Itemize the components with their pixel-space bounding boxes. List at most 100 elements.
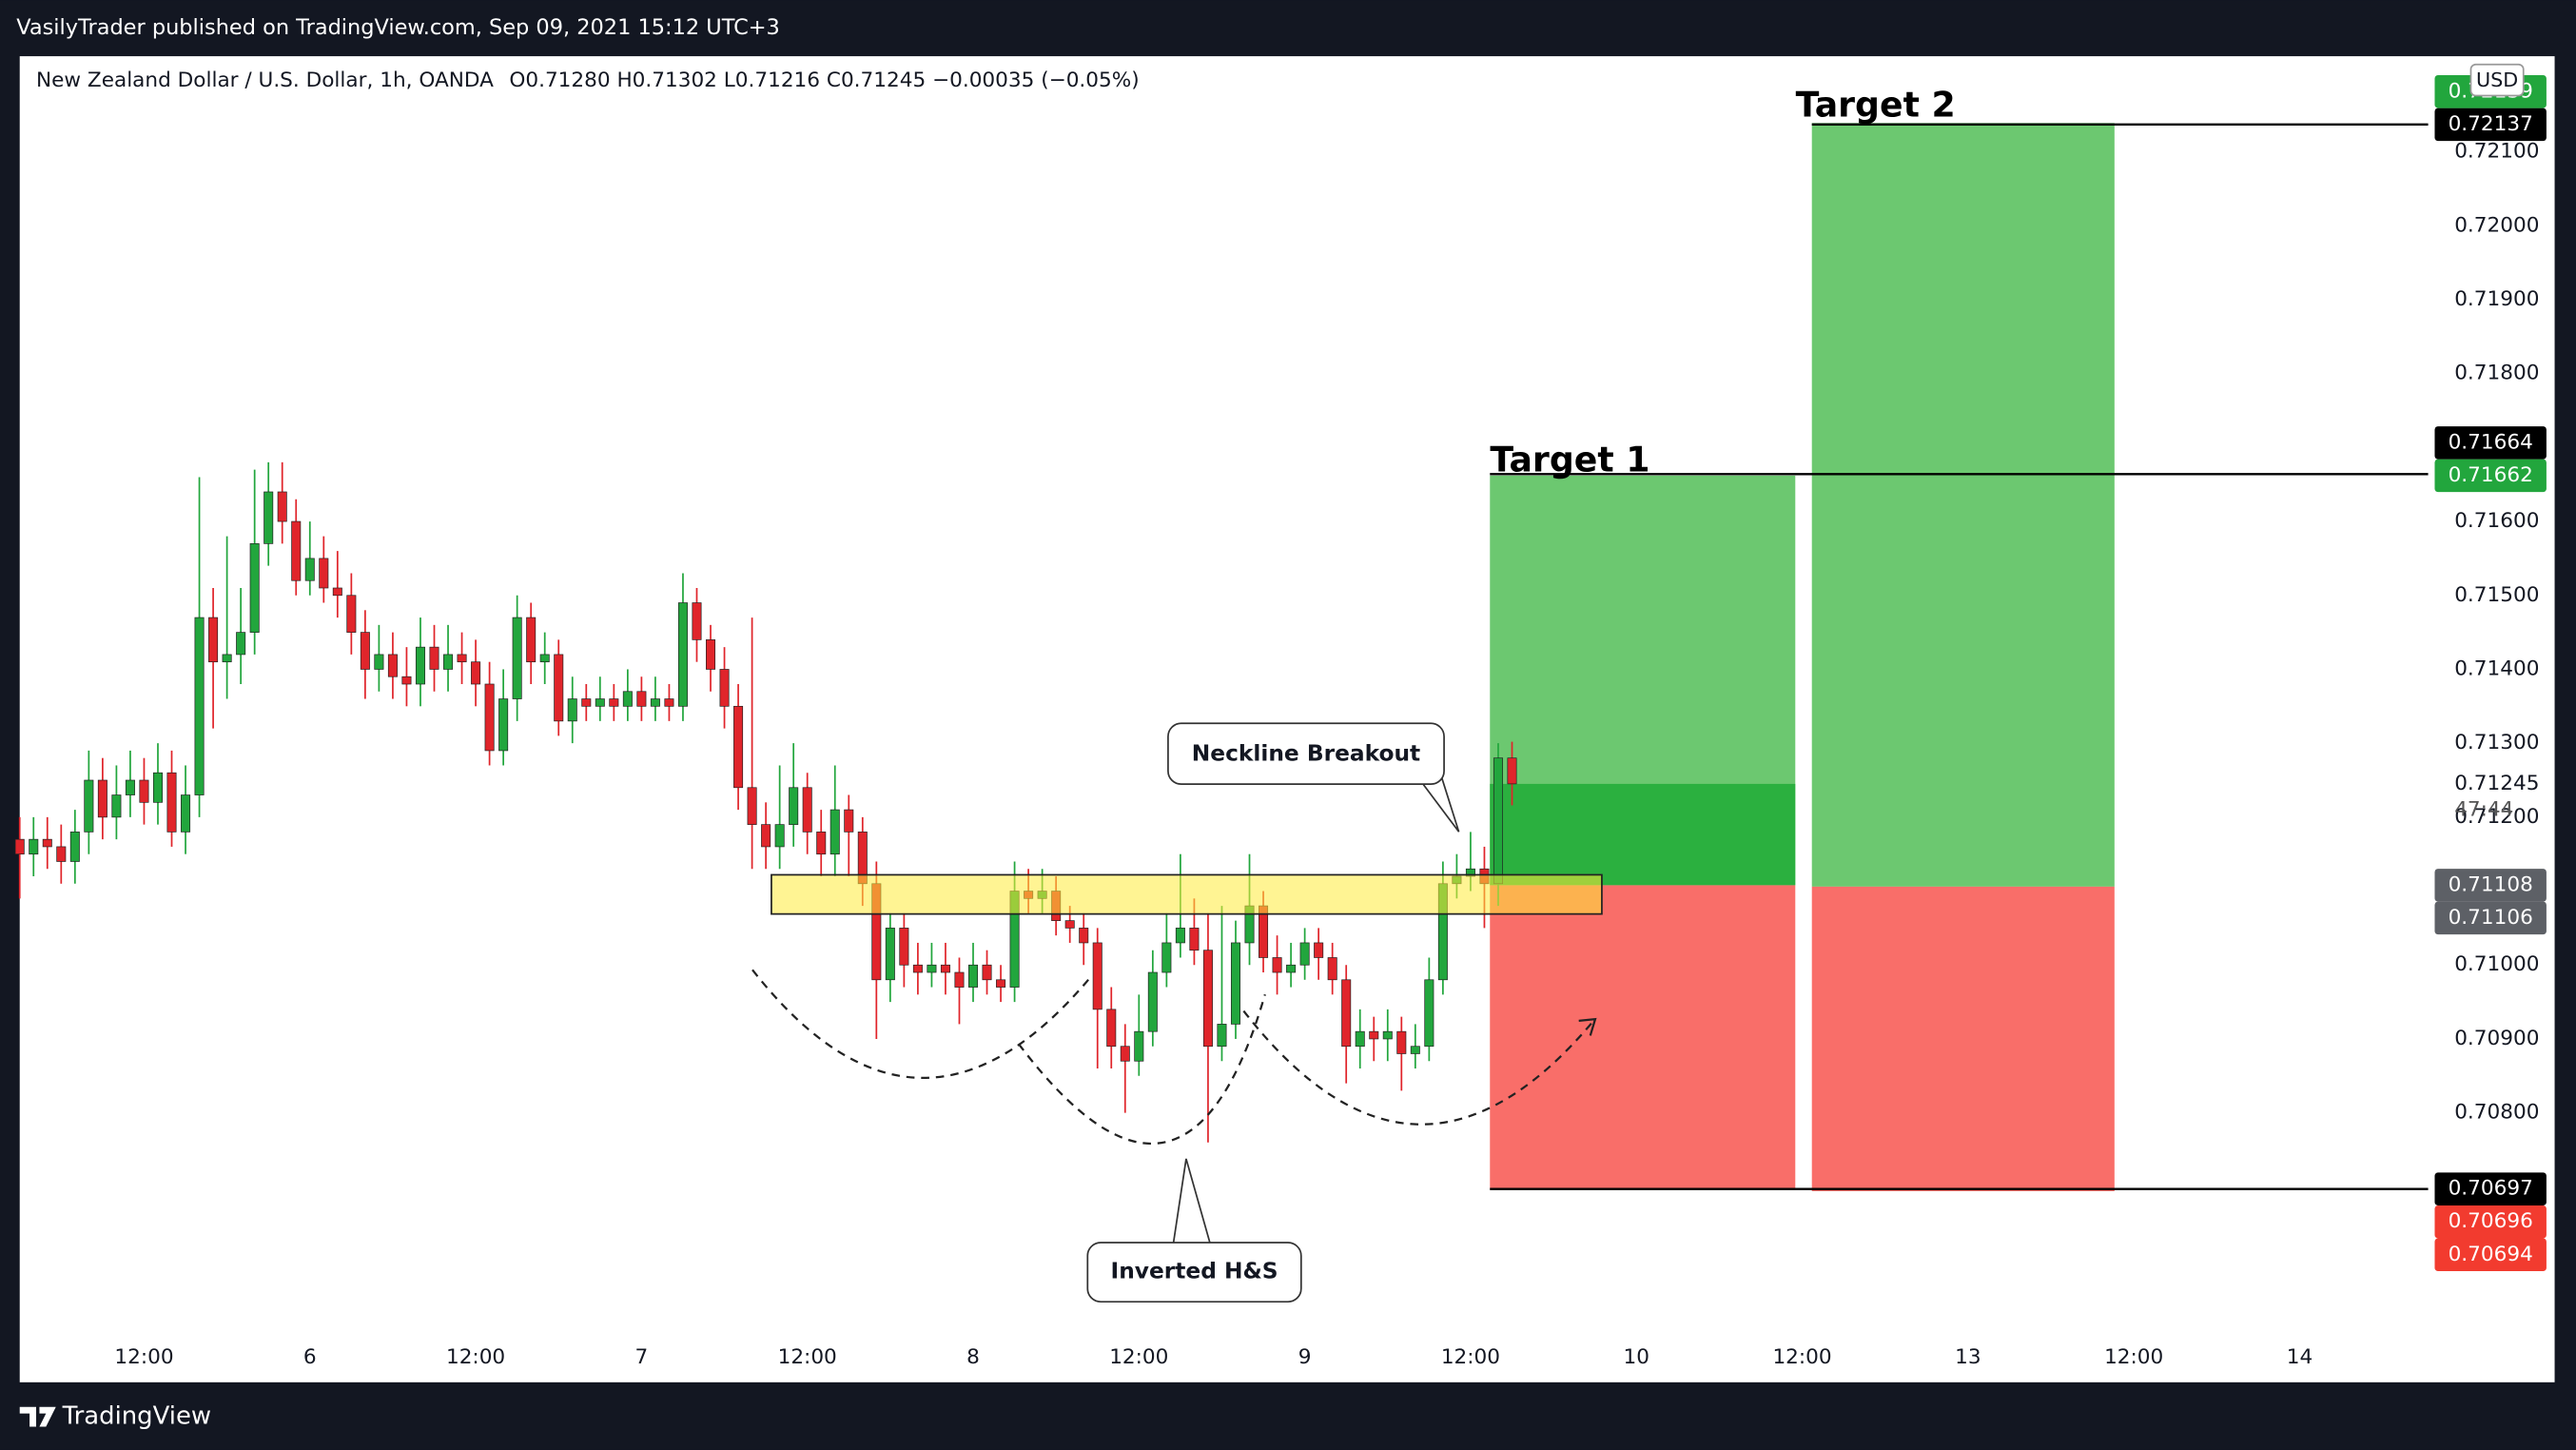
- candle-body: [512, 617, 522, 699]
- candle-body: [692, 602, 702, 640]
- candle-body: [236, 632, 246, 656]
- candle-body: [401, 676, 412, 685]
- candle-body: [1286, 964, 1297, 973]
- candle-body: [152, 772, 163, 803]
- neckline-zone: [771, 873, 1603, 915]
- candle-body: [829, 809, 840, 855]
- x-tick-label: 12:00: [446, 1345, 505, 1369]
- candle-body: [222, 654, 232, 663]
- candle-body: [249, 543, 260, 633]
- candle-body: [747, 787, 757, 825]
- candle-body: [97, 779, 107, 818]
- candle-body: [1410, 1046, 1420, 1054]
- symbol: New Zealand Dollar / U.S. Dollar, 1h, OA…: [36, 69, 494, 92]
- candle-body: [719, 669, 730, 707]
- candle-body: [360, 632, 370, 670]
- candle-body: [42, 838, 52, 848]
- candle-body: [1079, 928, 1089, 944]
- candle-body: [111, 794, 122, 818]
- x-tick-label: 7: [635, 1345, 649, 1369]
- candle-body: [181, 794, 191, 833]
- candle-body: [789, 787, 799, 825]
- price-tag-text: 0.70697: [2449, 1177, 2533, 1201]
- candle-body: [595, 698, 605, 707]
- stop-area: [1490, 885, 1796, 1190]
- x-tick-label: 9: [1298, 1345, 1312, 1369]
- candle-body: [622, 691, 633, 707]
- candle-body: [374, 654, 384, 670]
- candle-body: [332, 587, 342, 597]
- candle-body: [125, 779, 135, 795]
- stop-area: [1811, 886, 2115, 1192]
- candle-body: [885, 928, 895, 981]
- countdown: 47:44: [2454, 798, 2513, 822]
- zone-layer: [771, 873, 1603, 915]
- candle-body: [291, 520, 302, 581]
- price-tag-text: 0.71108: [2449, 872, 2533, 896]
- position-layer: [1490, 123, 2429, 1192]
- y-tick-label: 0.71200: [2454, 805, 2539, 829]
- candle-body: [387, 654, 398, 677]
- x-tick-label: 12:00: [1441, 1345, 1500, 1369]
- candle-body: [733, 705, 744, 789]
- price-tag: [2434, 901, 2547, 935]
- candle-body: [1355, 1030, 1365, 1048]
- candle-body: [263, 491, 274, 544]
- candle-body: [774, 824, 785, 848]
- candle-body: [899, 928, 909, 966]
- price-tag: [2434, 869, 2547, 902]
- candle-body: [609, 698, 619, 707]
- candle-body: [319, 558, 329, 589]
- candle-body: [304, 558, 315, 581]
- x-tick-label: 12:00: [1109, 1345, 1168, 1369]
- footer-text: TradingView: [62, 1402, 211, 1431]
- callout-box: [1167, 722, 1445, 786]
- currency-box: [2469, 63, 2525, 97]
- candle-body: [56, 846, 67, 862]
- price-tag-text: 0.72137: [2449, 112, 2533, 136]
- price-tag: [2434, 108, 2547, 142]
- header: VasilyTrader published on TradingView.co…: [16, 15, 780, 40]
- candle-body: [84, 779, 94, 833]
- y-tick-label: 0.71900: [2454, 287, 2539, 311]
- candle-body: [1175, 928, 1185, 944]
- price-tag-text: 0.71664: [2449, 430, 2533, 454]
- candle-body: [166, 772, 177, 833]
- candle-body: [761, 824, 771, 848]
- candle-body: [1272, 957, 1282, 973]
- x-tick-label: 13: [1955, 1345, 1981, 1369]
- candle-body: [443, 654, 454, 670]
- x-tick-label: 12:00: [1772, 1345, 1831, 1369]
- y-tick-label: 0.72000: [2454, 213, 2539, 237]
- price-tag: [2434, 1205, 2547, 1239]
- candle-body: [1147, 971, 1158, 1032]
- candle-body: [1341, 979, 1352, 1048]
- candle-body: [69, 832, 80, 862]
- candle-body: [1424, 979, 1434, 1048]
- ohlc-legend: O0.71280 H0.71302 L0.71216 C0.71245 −0.0…: [509, 69, 1139, 92]
- price-tag-text: 0.70694: [2449, 1243, 2533, 1266]
- candle-body: [1202, 950, 1213, 1048]
- pattern-callout: Inverted H&S: [1086, 1158, 1302, 1303]
- candle-body: [194, 617, 205, 795]
- last-price: 0.71245: [2454, 772, 2539, 795]
- candle-body: [636, 691, 647, 707]
- head: [1017, 993, 1266, 1146]
- candle-body: [526, 617, 537, 663]
- candle-body: [816, 832, 827, 855]
- candle-body: [581, 698, 592, 707]
- candle-body: [967, 964, 979, 988]
- candle-body: [484, 683, 495, 752]
- candle-body: [650, 698, 660, 707]
- callout-box: [1086, 1242, 1302, 1303]
- y-tick-label: 0.70800: [2454, 1101, 2539, 1125]
- candle-body: [1327, 957, 1337, 981]
- candle-body: [1493, 757, 1503, 885]
- candle-body: [1230, 942, 1241, 1025]
- candle-body: [1382, 1030, 1393, 1040]
- x-tick-label: 6: [303, 1345, 317, 1369]
- y-tick-label: 0.71500: [2454, 583, 2539, 607]
- candle-body: [927, 964, 937, 973]
